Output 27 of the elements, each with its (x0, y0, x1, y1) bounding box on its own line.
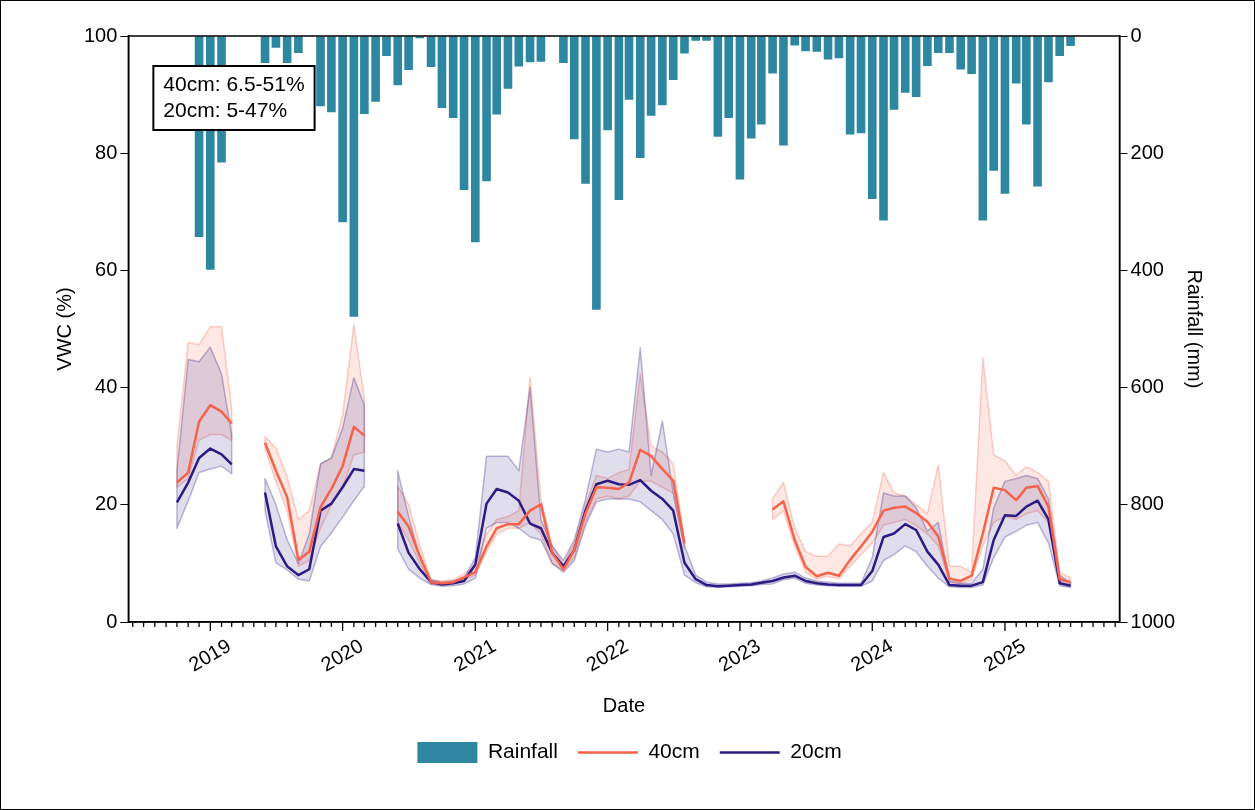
y2-tick-label: 0 (1130, 23, 1142, 46)
x-tick-label: 2021 (449, 634, 500, 676)
x-tick-label: 2023 (714, 634, 764, 676)
legend-label: Rainfall (487, 739, 558, 763)
y2-tick-label: 200 (1130, 140, 1164, 163)
y2-tick-label: 600 (1130, 375, 1164, 398)
y-tick-label: 80 (95, 140, 118, 163)
y2-axis-title: Rainfall (mm) (1184, 269, 1207, 389)
legend-label: 20cm (790, 739, 842, 763)
x-tick-label: 2019 (184, 634, 235, 676)
annotation: 40cm: 6.5-51% (163, 71, 305, 95)
y-tick-label: 40 (95, 375, 118, 398)
x-tick-label: 2022 (582, 634, 632, 676)
y-axis-title: VWC (%) (52, 287, 75, 371)
y2-tick-label: 400 (1130, 257, 1164, 280)
y-tick-label: 0 (106, 609, 118, 632)
x-axis-title: Date (602, 693, 646, 716)
y-tick-label: 20 (95, 492, 118, 515)
legend-label: 40cm (648, 739, 700, 763)
y-tick-label: 100 (83, 23, 118, 46)
annotation: 20cm: 5-47% (163, 97, 288, 121)
x-tick-label: 2025 (979, 634, 1029, 676)
y2-tick-label: 800 (1130, 492, 1164, 515)
x-tick-label: 2024 (846, 634, 897, 676)
x-tick-label: 2020 (317, 634, 367, 676)
y2-tick-label: 1000 (1130, 609, 1176, 632)
y-tick-label: 60 (95, 257, 118, 280)
